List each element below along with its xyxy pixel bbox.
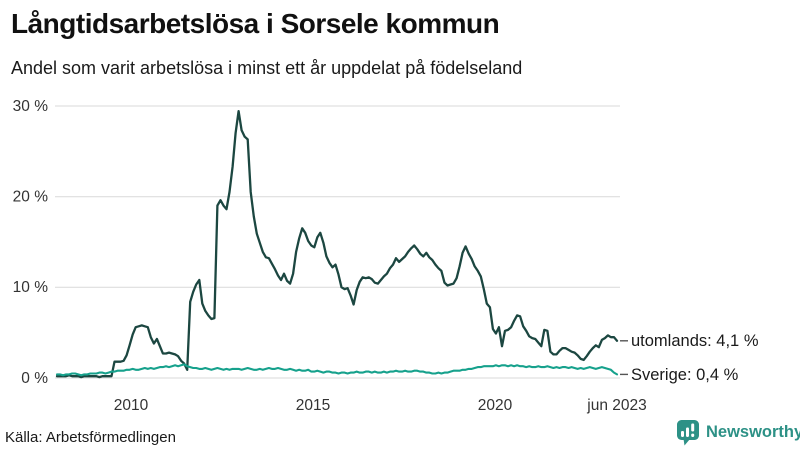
y-tick-30: 30 % xyxy=(13,98,49,115)
y-tick-0: 0 % xyxy=(21,370,48,387)
y-tick-20: 20 % xyxy=(13,189,49,206)
x-tick-2020: 2020 xyxy=(478,397,513,414)
label-utomlands: utomlands: 4,1 % xyxy=(631,332,759,350)
x-tick-2010: 2010 xyxy=(114,397,149,414)
line-sverige xyxy=(55,363,619,377)
source-note: Källa: Arbetsförmedlingen xyxy=(5,429,176,446)
gridlines xyxy=(55,105,620,379)
y-axis-labels: 30 % 20 % 10 % 0 % xyxy=(13,98,49,387)
newsworthy-wordmark: Newsworthy xyxy=(706,423,800,441)
chart-subtitle: Andel som varit arbetslösa i minst ett å… xyxy=(11,58,523,78)
newsworthy-logo: Newsworthy xyxy=(676,419,800,446)
label-connectors xyxy=(620,340,628,376)
x-axis-labels: 2010 2015 2020 jun 2023 xyxy=(114,397,647,414)
page-title: Långtidsarbetslösa i Sorsele kommun xyxy=(11,8,500,39)
x-tick-2015: 2015 xyxy=(296,397,330,414)
x-tick-jun2023: jun 2023 xyxy=(586,397,646,414)
line-utomlands xyxy=(55,110,619,379)
newsworthy-bubble-chart-icon xyxy=(677,420,699,446)
y-tick-10: 10 % xyxy=(13,279,49,296)
label-sverige: Sverige: 0,4 % xyxy=(631,366,739,384)
